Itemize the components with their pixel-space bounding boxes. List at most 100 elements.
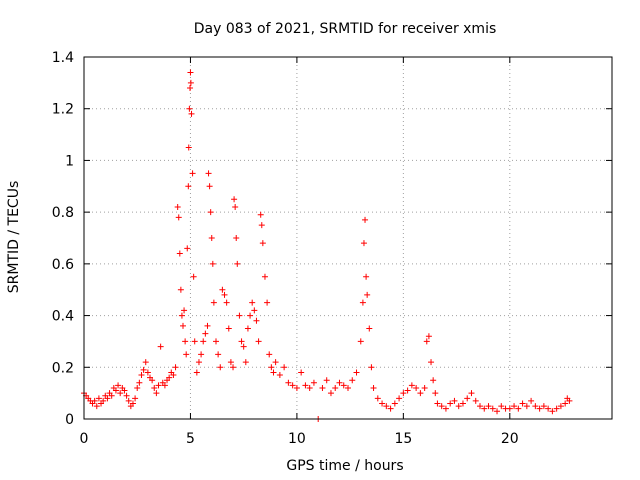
data-point: [238, 338, 245, 345]
data-point: [404, 387, 411, 394]
data-point: [442, 405, 449, 412]
data-point: [213, 338, 219, 345]
data-point: [481, 405, 488, 412]
data-point: [357, 338, 364, 345]
data-point: [259, 240, 266, 247]
data-point: [232, 203, 239, 210]
data-point: [183, 351, 190, 358]
data-point: [177, 286, 184, 293]
data-point: [95, 395, 102, 402]
data-point: [123, 392, 130, 399]
data-point: [515, 405, 522, 412]
x-axis-label: GPS time / hours: [286, 458, 403, 474]
data-point: [549, 408, 556, 415]
data-point: [242, 359, 249, 366]
data-point: [459, 400, 466, 407]
data-point: [142, 359, 149, 366]
data-point: [185, 144, 192, 151]
data-point: [289, 382, 296, 389]
data-point: [553, 405, 560, 412]
data-point: [204, 322, 211, 329]
data-point: [189, 170, 196, 177]
data-point: [272, 359, 279, 366]
data-point: [190, 273, 197, 280]
data-point: [434, 400, 441, 407]
data-point: [557, 403, 564, 410]
data-point: [319, 384, 326, 391]
data-point: [108, 392, 115, 399]
data-point: [219, 286, 226, 293]
data-point: [215, 351, 222, 358]
data-point: [244, 325, 251, 332]
data-point: [181, 307, 188, 314]
data-point: [209, 260, 216, 267]
data-point: [149, 377, 156, 384]
data-point: [117, 390, 124, 397]
data-point: [523, 403, 530, 410]
data-point: [251, 307, 258, 314]
data-point: [182, 338, 189, 345]
data-point: [511, 403, 518, 410]
data-point: [447, 400, 454, 407]
grid: [84, 57, 612, 419]
data-point: [166, 374, 173, 381]
data-point: [175, 214, 182, 221]
data-point: [184, 245, 191, 252]
x-tick-label: 10: [288, 431, 306, 447]
data-point: [151, 384, 158, 391]
data-point: [187, 79, 194, 86]
data-point: [174, 203, 181, 210]
data-point: [257, 211, 264, 218]
data-point: [138, 372, 145, 379]
data-point: [261, 273, 268, 280]
data-point: [258, 222, 265, 229]
data-point: [200, 338, 207, 345]
data-point: [198, 351, 205, 358]
data-point: [178, 312, 185, 319]
data-point: [293, 384, 300, 391]
data-point: [231, 196, 238, 203]
data-point: [112, 387, 119, 394]
y-axis-label: SRMTID / TECUs: [6, 181, 22, 294]
data-point: [306, 384, 313, 391]
data-point: [234, 260, 241, 267]
data-point: [223, 299, 230, 306]
data-point: [494, 408, 501, 415]
data-point: [208, 235, 215, 241]
data-point: [221, 291, 228, 298]
data-point: [400, 390, 407, 397]
data-point: [206, 183, 213, 190]
data-point: [264, 299, 271, 306]
data-point: [225, 325, 232, 332]
data-point: [270, 369, 277, 376]
data-point: [332, 384, 339, 391]
data-point: [266, 351, 273, 358]
y-tick-label: 0.8: [52, 205, 74, 221]
data-point: [161, 382, 168, 389]
data-point: [185, 183, 192, 190]
data-point: [374, 395, 381, 402]
data-point: [298, 369, 305, 376]
data-point: [125, 397, 132, 404]
data-point: [285, 379, 292, 386]
data-point: [91, 397, 98, 404]
y-tick-label: 0.4: [52, 309, 74, 325]
data-point: [191, 338, 198, 345]
data-point: [519, 400, 526, 407]
data-point: [438, 403, 445, 410]
x-tick-label: 0: [80, 431, 89, 447]
data-point: [566, 397, 573, 404]
data-point: [340, 382, 347, 389]
data-point: [157, 343, 164, 350]
data-point: [172, 364, 179, 371]
data-point: [186, 105, 193, 112]
data-point: [451, 397, 458, 404]
data-point: [155, 382, 162, 389]
data-point: [193, 369, 200, 376]
data-point: [391, 400, 398, 407]
y-tick-label: 0.2: [52, 360, 74, 376]
data-point: [121, 387, 128, 394]
data-point: [532, 403, 539, 410]
y-tick-label: 1: [65, 153, 74, 169]
data-point: [268, 364, 275, 371]
